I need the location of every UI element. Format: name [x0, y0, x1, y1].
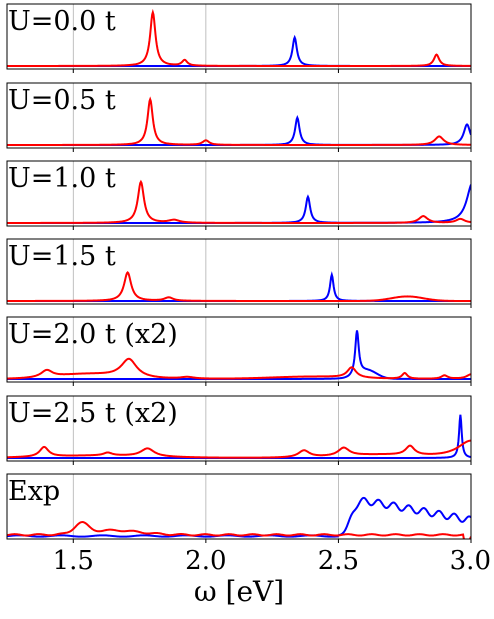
plot-area: [7, 330, 471, 380]
series-blue: [7, 114, 471, 146]
series-red: [7, 271, 471, 302]
plot-area: [7, 496, 471, 539]
plot-area: [7, 96, 471, 146]
panel-frame: [6, 473, 472, 540]
panel-label: U=2.0 t (x2): [8, 319, 178, 350]
series-red: [7, 521, 471, 539]
series-blue: [7, 34, 471, 67]
series-red: [7, 439, 471, 459]
plot-area: [7, 179, 471, 224]
x-axis: 1.5 2.0 2.5 3.0 ω [eV]: [53, 546, 491, 608]
series-red: [7, 179, 471, 224]
series-red: [7, 96, 471, 146]
x-tick-label: 1.5: [53, 546, 94, 576]
panel-2: U=0.5 t: [6, 82, 472, 152]
panels-layer: U=0.0 t U=0.5 t U=1.0 t U=1.5 t U=2.0 t (x2)…: [6, 3, 472, 543]
panel-frame: [6, 395, 472, 462]
x-tick-label: 2.5: [318, 546, 359, 576]
panel-frame: [6, 238, 472, 305]
plot-area: [7, 414, 471, 459]
series-blue: [7, 496, 471, 538]
panel-frame: [6, 316, 472, 383]
panel-label: U=1.5 t: [8, 241, 116, 272]
plot-area: [7, 271, 471, 302]
panel-6: U=2.5 t (x2): [6, 395, 472, 465]
x-tick-label: 2.0: [185, 546, 226, 576]
x-tick-label: 3.0: [450, 546, 491, 576]
series-red: [7, 8, 471, 67]
panel-1: U=0.0 t: [6, 3, 472, 73]
x-axis-label: ω [eV]: [194, 575, 284, 608]
panel-7: Exp: [6, 473, 472, 543]
panel-frame: [6, 3, 472, 70]
panel-label: U=0.5 t: [8, 85, 116, 116]
panel-label: U=1.0 t: [8, 163, 116, 194]
panel-3: U=1.0 t: [6, 160, 472, 230]
panel-frame: [6, 82, 472, 149]
series-red: [7, 357, 471, 380]
panel-frame: [6, 160, 472, 227]
plot-area: [7, 8, 471, 67]
panel-5: U=2.0 t (x2): [6, 316, 472, 386]
panel-label: U=0.0 t: [8, 6, 116, 37]
panel-4: U=1.5 t: [6, 238, 472, 308]
panel-label: Exp: [8, 476, 60, 507]
panel-label: U=2.5 t (x2): [8, 398, 178, 429]
